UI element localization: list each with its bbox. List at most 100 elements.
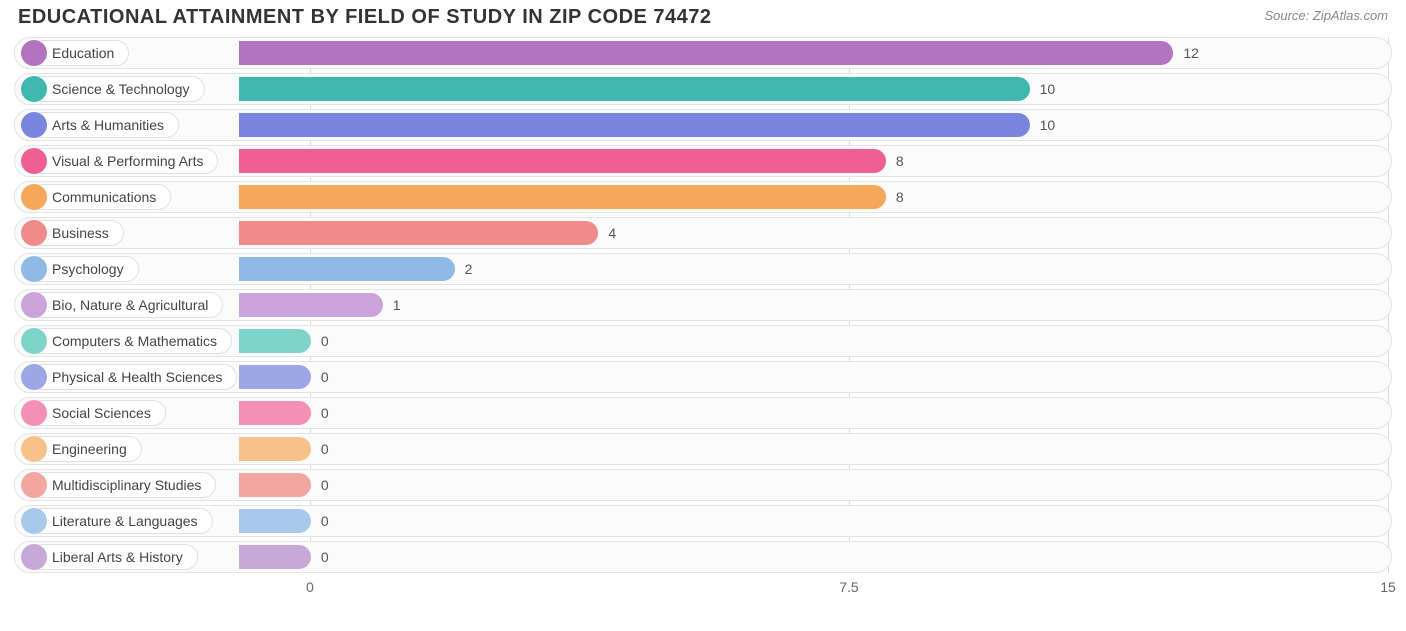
category-label: Physical & Health Sciences bbox=[29, 364, 237, 390]
bar-value-label: 0 bbox=[321, 549, 329, 565]
bar-track: 10 bbox=[239, 113, 1387, 137]
category-pill-inner: Bio, Nature & Agricultural bbox=[21, 292, 223, 318]
bar-value-label: 0 bbox=[321, 441, 329, 457]
bar-row: 2 Psychology bbox=[14, 253, 1392, 285]
category-pill: Multidisciplinary Studies bbox=[21, 473, 216, 497]
category-pill-inner: Science & Technology bbox=[21, 76, 205, 102]
bar bbox=[239, 41, 1173, 65]
category-pill: Business bbox=[21, 221, 124, 245]
bar-value-label: 0 bbox=[321, 405, 329, 421]
category-color-dot bbox=[21, 508, 47, 534]
bar bbox=[239, 473, 311, 497]
category-pill-inner: Computers & Mathematics bbox=[21, 328, 232, 354]
category-label: Visual & Performing Arts bbox=[29, 148, 218, 174]
bar bbox=[239, 77, 1030, 101]
category-pill-inner: Liberal Arts & History bbox=[21, 544, 198, 570]
bar-track: 1 bbox=[239, 293, 1387, 317]
x-axis-tick: 0 bbox=[306, 579, 314, 595]
bar-track: 4 bbox=[239, 221, 1387, 245]
category-pill: Computers & Mathematics bbox=[21, 329, 232, 353]
bar-track: 10 bbox=[239, 77, 1387, 101]
bar-row: 0 Literature & Languages bbox=[14, 505, 1392, 537]
category-pill: Visual & Performing Arts bbox=[21, 149, 218, 173]
category-pill: Physical & Health Sciences bbox=[21, 365, 237, 389]
bar-value-label: 0 bbox=[321, 477, 329, 493]
bar-row: 0 Multidisciplinary Studies bbox=[14, 469, 1392, 501]
bar-value-label: 0 bbox=[321, 513, 329, 529]
category-color-dot bbox=[21, 40, 47, 66]
category-pill-inner: Physical & Health Sciences bbox=[21, 364, 237, 390]
category-label: Multidisciplinary Studies bbox=[29, 472, 216, 498]
bar-value-label: 12 bbox=[1183, 45, 1199, 61]
category-label: Arts & Humanities bbox=[29, 112, 179, 138]
bar-track: 2 bbox=[239, 257, 1387, 281]
bar-value-label: 0 bbox=[321, 369, 329, 385]
category-color-dot bbox=[21, 292, 47, 318]
bar-row: 4 Business bbox=[14, 217, 1392, 249]
bar-track: 8 bbox=[239, 149, 1387, 173]
bar-track: 0 bbox=[239, 509, 1387, 533]
bar-track: 0 bbox=[239, 473, 1387, 497]
category-label: Literature & Languages bbox=[29, 508, 213, 534]
category-pill: Education bbox=[21, 41, 129, 65]
category-pill: Engineering bbox=[21, 437, 142, 461]
category-color-dot bbox=[21, 184, 47, 210]
category-pill: Science & Technology bbox=[21, 77, 205, 101]
category-pill-inner: Arts & Humanities bbox=[21, 112, 179, 138]
bar bbox=[239, 257, 455, 281]
bar-track: 0 bbox=[239, 329, 1387, 353]
category-pill-inner: Social Sciences bbox=[21, 400, 166, 426]
bar bbox=[239, 401, 311, 425]
bar bbox=[239, 437, 311, 461]
category-label: Computers & Mathematics bbox=[29, 328, 232, 354]
bar-row: 12 Education bbox=[14, 37, 1392, 69]
category-color-dot bbox=[21, 256, 47, 282]
bar-value-label: 2 bbox=[465, 261, 473, 277]
category-color-dot bbox=[21, 544, 47, 570]
category-color-dot bbox=[21, 364, 47, 390]
bar bbox=[239, 509, 311, 533]
category-color-dot bbox=[21, 148, 47, 174]
bar-row: 0 Liberal Arts & History bbox=[14, 541, 1392, 573]
category-pill: Bio, Nature & Agricultural bbox=[21, 293, 223, 317]
category-pill-inner: Communications bbox=[21, 184, 171, 210]
category-pill-inner: Engineering bbox=[21, 436, 142, 462]
category-pill: Psychology bbox=[21, 257, 139, 281]
bar-value-label: 8 bbox=[896, 189, 904, 205]
x-axis: 07.515 bbox=[238, 577, 1388, 601]
bar-value-label: 8 bbox=[896, 153, 904, 169]
category-color-dot bbox=[21, 220, 47, 246]
bar-row: 0 Social Sciences bbox=[14, 397, 1392, 429]
x-axis-tick: 15 bbox=[1380, 579, 1396, 595]
bar bbox=[239, 293, 383, 317]
category-color-dot bbox=[21, 436, 47, 462]
bar-row: 0 Computers & Mathematics bbox=[14, 325, 1392, 357]
category-color-dot bbox=[21, 328, 47, 354]
category-pill-inner: Multidisciplinary Studies bbox=[21, 472, 216, 498]
category-color-dot bbox=[21, 400, 47, 426]
bar bbox=[239, 113, 1030, 137]
bar-row: 1 Bio, Nature & Agricultural bbox=[14, 289, 1392, 321]
category-pill-inner: Psychology bbox=[21, 256, 139, 282]
bar-row: 10 Science & Technology bbox=[14, 73, 1392, 105]
bar-row: 0 Physical & Health Sciences bbox=[14, 361, 1392, 393]
bar-value-label: 0 bbox=[321, 333, 329, 349]
bar-value-label: 10 bbox=[1040, 81, 1056, 97]
category-label: Social Sciences bbox=[29, 400, 166, 426]
bar-track: 12 bbox=[239, 41, 1387, 65]
bar-track: 0 bbox=[239, 365, 1387, 389]
bar-row: 0 Engineering bbox=[14, 433, 1392, 465]
category-pill-inner: Visual & Performing Arts bbox=[21, 148, 218, 174]
category-pill: Liberal Arts & History bbox=[21, 545, 198, 569]
category-color-dot bbox=[21, 76, 47, 102]
bar bbox=[239, 185, 886, 209]
bar-track: 0 bbox=[239, 437, 1387, 461]
chart-title: EDUCATIONAL ATTAINMENT BY FIELD OF STUDY… bbox=[18, 6, 712, 29]
category-label: Communications bbox=[29, 184, 171, 210]
bar bbox=[239, 221, 598, 245]
category-pill-inner: Literature & Languages bbox=[21, 508, 213, 534]
bar-row: 8 Visual & Performing Arts bbox=[14, 145, 1392, 177]
bar bbox=[239, 545, 311, 569]
category-label: Liberal Arts & History bbox=[29, 544, 198, 570]
chart-source: Source: ZipAtlas.com bbox=[1264, 8, 1388, 23]
